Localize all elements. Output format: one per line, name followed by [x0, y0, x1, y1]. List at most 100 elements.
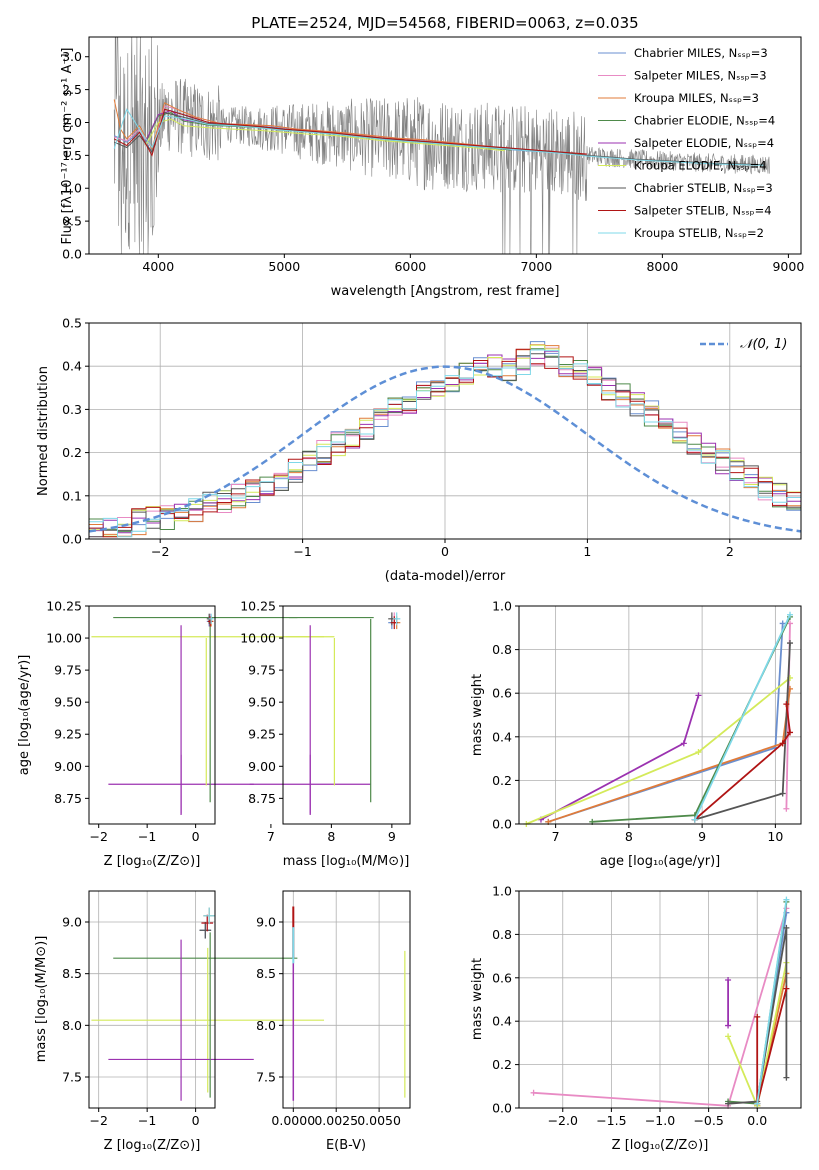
residuals-xlabel: (data-model)/error	[385, 569, 506, 584]
age-vs-Z-ytick-label-3: 9.50	[54, 695, 82, 710]
residuals-ytick-label-4: 0.4	[62, 359, 82, 374]
mass-weight-vs-Z-point-chabrier_stelib-3	[783, 1074, 790, 1081]
spectrum-legend-label-5: Kroupa ELODIE, Nₛₛₚ=4	[634, 159, 767, 173]
mass-weight-vs-age-xtick-label-1: 8	[625, 829, 633, 844]
age-vs-mass-xtick-label-2: 9	[388, 829, 396, 844]
spectrum-legend-label-7: Salpeter STELIB, Nₛₛₚ=4	[634, 204, 772, 218]
age-vs-Z-ytick-label-0: 8.75	[54, 791, 82, 806]
spectrum-ytick-label-4: 2.0	[62, 115, 82, 130]
mass-weight-vs-Z-point-chabrier_stelib-0	[725, 1100, 732, 1107]
spectrum-xlabel: wavelength [Angstrom, rest frame]	[331, 284, 560, 299]
mass-vs-ebv-panel: 0.0000 0.0025 0.0050 7.5 8.0 8.5 9.0 E(B-V)	[256, 890, 411, 1153]
spectrum-model-line-kroupa_stelib	[113, 108, 764, 166]
mass-weight-vs-Z-point-salpeter_miles-0	[530, 1089, 537, 1096]
mass-weight-vs-age-point-salpeter_elodie-1	[680, 740, 687, 747]
age-vs-Z-ytick-label-1: 9.00	[54, 759, 82, 774]
age-vs-mass-ytick-label-4: 9.75	[248, 663, 276, 678]
residuals-xtick-label-2: 0	[441, 544, 449, 559]
mass-weight-vs-Z-point-kroupa_stelib-0	[754, 1100, 761, 1107]
mass-vs-Z-ticks: −2 −1 0 7.5 8.0 8.5 9.0	[62, 915, 200, 1129]
spectrum-ytick-label-5: 2.5	[62, 82, 82, 97]
mass-weight-vs-age-point-chabrier_stelib-1	[779, 790, 786, 797]
mass-weight-vs-age-grid	[519, 605, 801, 825]
mass-vs-ebv-grid	[283, 891, 410, 1108]
spectrum-xtick-label-2: 6000	[394, 259, 426, 274]
mass-weight-vs-age-ylabel: mass weight	[470, 674, 485, 756]
residuals-plot-area	[89, 341, 801, 538]
mass-weight-vs-Z-ytick-label-1: 0.2	[492, 1057, 512, 1072]
mass-weight-vs-age-xtick-label-3: 10	[767, 829, 783, 844]
mass-weight-vs-age-ytick-label-3: 0.6	[492, 686, 512, 701]
age-vs-mass-plot-area	[249, 612, 401, 816]
figure-title: PLATE=2524, MJD=54568, FIBERID=0063, z=0…	[251, 14, 638, 32]
spectrum-xtick-label-4: 8000	[646, 259, 678, 274]
spectrum-data-line	[113, 37, 770, 254]
mass-vs-Z-plot-area	[91, 907, 325, 1101]
mass-vs-Z-xtick-label-1: −1	[138, 1113, 156, 1128]
spectrum-model-line-chabrier_stelib	[114, 112, 764, 166]
residuals-panel: −2 −1 0 1 2 0.0 0.1 0.2 0.3 0.4 0.5 (data-model)/e…	[36, 316, 802, 584]
mass-weight-vs-Z-xlabel: Z [log₁₀(Z/Z⊙)]	[612, 1138, 709, 1153]
mass-weight-vs-age-point-salpeter_stelib-1	[779, 740, 786, 747]
age-vs-Z-axes-frame	[88, 605, 216, 825]
mass-weight-vs-age-xtick-label-2: 9	[698, 829, 706, 844]
mass-weight-vs-age-ytick-label-4: 0.8	[492, 642, 512, 657]
age-vs-mass-ytick-label-3: 9.50	[248, 695, 276, 710]
mass-weight-vs-age-point-kroupa_stelib-0	[691, 816, 698, 823]
mass-weight-vs-Z-ytick-label-2: 0.4	[492, 1014, 512, 1029]
spectrum-xtick-label-3: 7000	[520, 259, 552, 274]
spectrum-axes-frame	[88, 36, 802, 255]
spectrum-ytick-label-6: 3.0	[62, 49, 82, 64]
residuals-ylabel: Normed distribution	[36, 366, 51, 496]
mass-weight-vs-age-ytick-label-0: 0.0	[492, 817, 512, 832]
mass-weight-vs-age-ytick-label-5: 1.0	[492, 599, 512, 614]
age-vs-Z-ytick-label-6: 10.25	[46, 599, 82, 614]
spectrum-xtick-label-1: 5000	[268, 259, 300, 274]
spectrum-legend-label-4: Salpeter ELODIE, Nₛₛₚ=4	[634, 136, 774, 150]
residuals-grid	[89, 322, 801, 540]
residuals-legend: 𝒩(0, 1)	[700, 337, 787, 352]
residuals-xtick-label-3: 1	[583, 544, 591, 559]
residuals-xtick-label-1: −1	[293, 544, 311, 559]
mass-vs-ebv-ytick-label-3: 9.0	[256, 915, 276, 930]
mass-weight-vs-Z-xtick-label-4: 0.0	[747, 1113, 767, 1128]
mass-weight-vs-Z-ticks: −2.0 −1.5 −1.0 −0.5 0.0 0.0 0.2 0.4 0.6 0.8 1.0	[492, 884, 767, 1129]
spectrum-ylabel: Flux [fλ10⁻¹⁷ erg cm⁻² s⁻¹ A⁻¹]	[60, 48, 75, 245]
age-vs-Z-xtick-label-1: −1	[138, 829, 156, 844]
spectrum-ytick-label-2: 1.0	[62, 181, 82, 196]
spectrum-legend-label-0: Chabrier MILES, Nₛₛₚ=3	[634, 46, 768, 60]
residuals-xtick-label-4: 2	[726, 544, 734, 559]
mass-weight-vs-Z-point-salpeter_elodie-1	[725, 1022, 732, 1029]
age-vs-Z-panel: −2 −1 0 8.75 9.00 9.25 9.50 9.75 10.00 10.25 Z [l…	[17, 599, 325, 869]
mass-vs-ebv-xtick-label-1: 0.0025	[314, 1113, 358, 1128]
mass-weight-vs-Z-point-salpeter_elodie-0	[725, 976, 732, 983]
residuals-ytick-label-0: 0.0	[62, 532, 82, 547]
mass-weight-vs-age-line-salpeter_elodie	[540, 695, 700, 821]
mass-weight-vs-Z-xtick-label-3: −0.5	[693, 1113, 723, 1128]
mass-weight-vs-age-point-kroupa_elodie-1	[695, 749, 702, 756]
age-vs-mass-xlabel: mass [log₁₀(M/M⊙)]	[283, 854, 410, 869]
mass-weight-vs-age-line-salpeter_stelib	[694, 703, 791, 821]
mass-weight-vs-age-axes-frame	[518, 605, 802, 825]
normal-legend-label: 𝒩(0, 1)	[740, 337, 787, 352]
residuals-xtick-label-0: −2	[151, 544, 169, 559]
mass-weight-vs-Z-point-kroupa_stelib-1	[783, 896, 790, 903]
age-vs-Z-ytick-label-5: 10.00	[46, 631, 82, 646]
mass-vs-Z-ytick-label-3: 9.0	[62, 915, 82, 930]
spectrum-ytick-label-1: 0.5	[62, 214, 82, 229]
mass-vs-ebv-xlabel: E(B-V)	[326, 1138, 366, 1153]
mass-weight-vs-Z-point-kroupa_elodie-0	[725, 1033, 732, 1040]
age-vs-Z-plot-area	[91, 613, 325, 816]
residuals-ticks: −2 −1 0 1 2 0.0 0.1 0.2 0.3 0.4 0.5	[62, 316, 734, 560]
mass-vs-Z-panel: −2 −1 0 7.5 8.0 8.5 9.0 Z [log₁₀(Z/Z⊙)] mass […	[34, 890, 325, 1153]
mass-weight-vs-Z-ytick-label-0: 0.0	[492, 1101, 512, 1116]
mass-weight-vs-age-point-salpeter_stelib-3	[783, 701, 790, 708]
mass-vs-Z-ylabel: mass [log₁₀(M/M⊙)]	[34, 936, 49, 1063]
spectrum-legend-label-8: Kroupa STELIB, Nₛₛₚ=2	[634, 226, 764, 240]
age-vs-Z-ylabel: age [log₁₀(age/yr)]	[17, 655, 32, 776]
spectrum-model-line-kroupa_elodie	[145, 118, 505, 152]
spectrum-panel: 4000 5000 6000 7000 8000 9000 0.0 0.5 1.0 1.5 2.0 2…	[60, 36, 804, 299]
age-vs-mass-xtick-label-0: 7	[267, 829, 275, 844]
spectrum-legend: Chabrier MILES, Nₛₛₚ=3 Salpeter MILES, Nₛ…	[598, 46, 775, 240]
